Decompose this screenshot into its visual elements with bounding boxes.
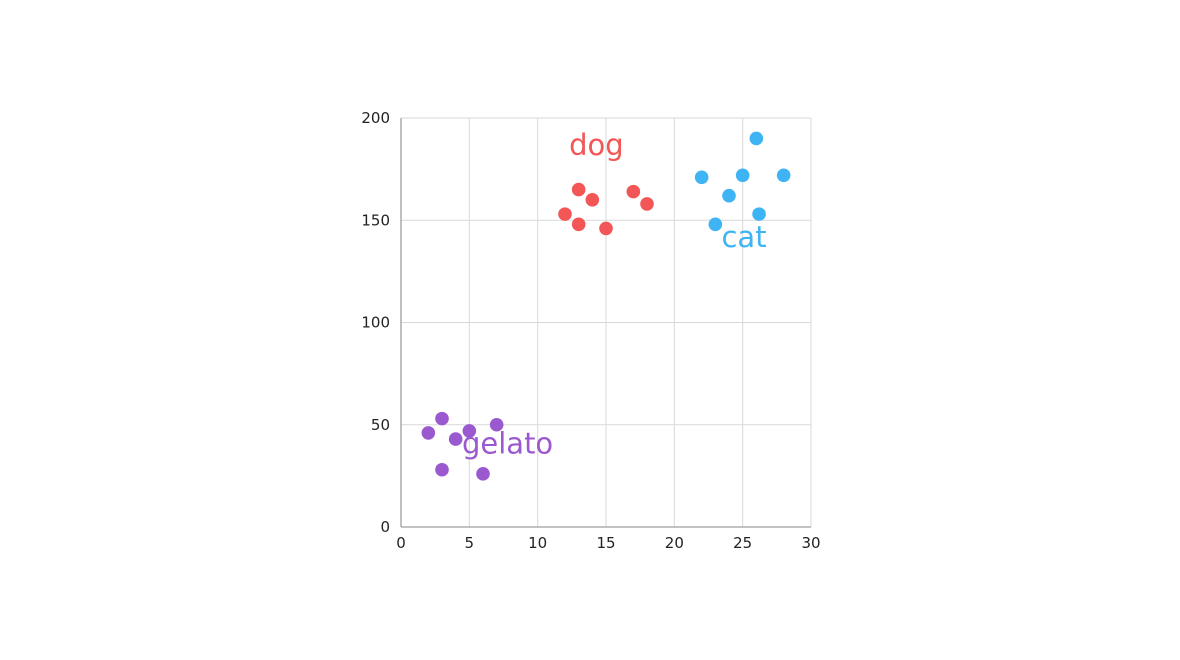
data-point-gelato [489,417,504,432]
data-point-gelato [448,432,463,446]
data-point-gelato [435,462,449,477]
data-points [421,131,791,481]
grid-lines [401,117,812,527]
x-tick-label: 20 [665,534,684,552]
data-point-dog [571,217,586,232]
y-axis-ticks: 0 50 100 150 200 [361,109,390,536]
x-tick-label: 0 [396,534,406,552]
x-axis-ticks: 0 5 10 15 20 25 30 [396,534,820,552]
data-point-cat [752,207,766,221]
data-point-dog [571,182,586,197]
data-point-cat [749,131,764,146]
cluster-labels: dog cat gelato [462,128,767,461]
data-point-cat [776,168,791,183]
x-tick-label: 5 [465,534,475,552]
y-tick-label: 50 [371,416,390,434]
data-point-dog [599,221,613,236]
x-tick-label: 25 [733,534,752,552]
y-tick-label: 100 [361,314,390,332]
data-point-gelato [476,467,490,481]
cluster-label-cat: cat [721,220,766,254]
cluster-label-dog: dog [569,128,624,162]
y-tick-label: 200 [361,109,390,127]
data-point-dog [558,207,572,221]
axes [400,118,811,528]
data-point-gelato [435,411,449,426]
data-point-dog [626,184,641,199]
data-point-cat [722,188,736,203]
x-tick-label: 30 [801,534,820,552]
y-tick-label: 150 [361,211,390,229]
data-point-cat [735,168,750,183]
cluster-label-gelato: gelato [462,426,553,460]
y-tick-label: 0 [380,518,390,536]
x-tick-label: 10 [528,534,547,552]
x-tick-label: 15 [596,534,615,552]
data-point-dog [585,193,600,207]
data-point-gelato [462,424,477,438]
data-point-dog [640,197,654,211]
data-point-cat [694,170,709,185]
data-point-gelato [421,426,436,440]
data-point-cat [708,217,723,232]
